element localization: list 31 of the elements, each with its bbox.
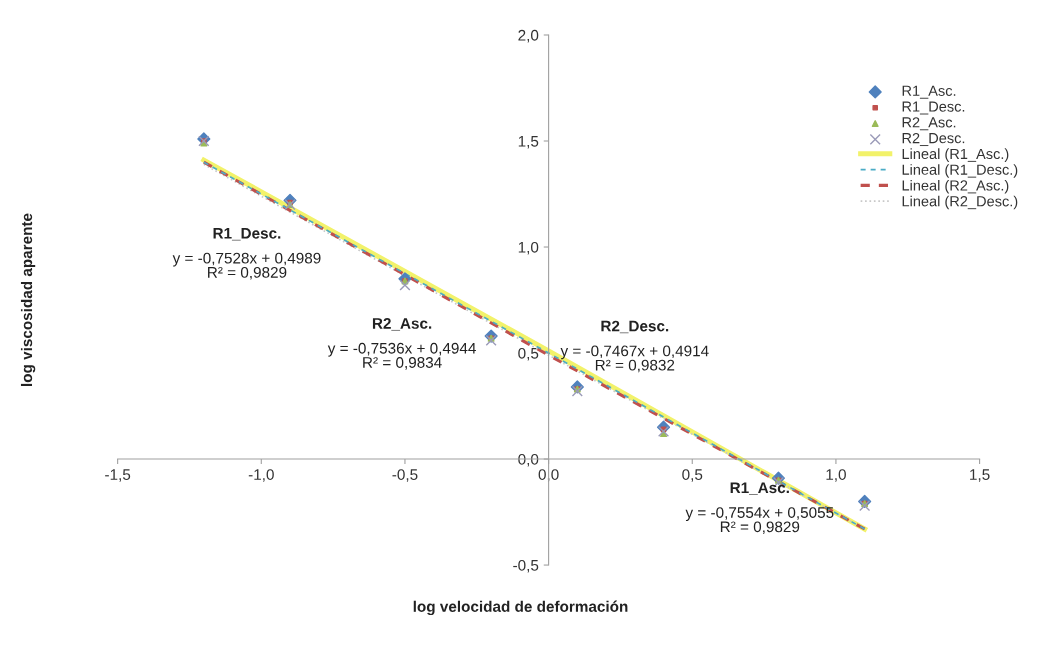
y-tick-label: 1,5 xyxy=(518,136,539,149)
x-axis-title: log velocidad de deformación xyxy=(413,600,628,616)
y-tick-label: 1,0 xyxy=(518,241,539,255)
annotation: y = -0,7467x + 0,4914 R² = 0,9832 xyxy=(560,345,709,373)
y-tick-label: 2,0 xyxy=(518,29,539,43)
legend-label: R1_Desc. xyxy=(902,101,965,115)
x-tick-label: 0,5 xyxy=(682,469,703,482)
legend-label: R2_Desc. xyxy=(902,132,965,147)
annotation: R2_Asc. xyxy=(372,317,432,331)
legend-label: Lineal (R2_Asc.) xyxy=(902,179,1009,194)
legend-label: Lineal (R2_Desc.) xyxy=(902,195,1018,210)
annotation: y = -0,7536x + 0,4944 R² = 0,9834 xyxy=(327,342,476,370)
x-tick-label: 0,0 xyxy=(538,469,559,482)
x-tick-label: -1,0 xyxy=(248,469,274,482)
annotation: R2_Desc. xyxy=(601,320,669,334)
annotation: y = -0,7554x + 0,5055 R² = 0,9829 xyxy=(685,507,834,535)
legend-label: R1_Asc. xyxy=(902,85,956,99)
annotation: R1_Asc. xyxy=(730,482,789,495)
x-tick-label: -1,5 xyxy=(105,469,131,482)
legend-label: R2_Asc. xyxy=(902,117,956,131)
x-tick-label: 1,5 xyxy=(970,469,990,482)
y-axis-title: log viscosidad aparente xyxy=(20,213,36,386)
y-tick-label: 0,5 xyxy=(518,347,539,361)
legend-label: Lineal (R1_Asc.) xyxy=(902,148,1009,162)
y-tick-label: 0,0 xyxy=(518,453,539,467)
annotation: y = -0,7528x + 0,4989 R² = 0,9829 xyxy=(172,252,321,280)
annotation: R1_Desc. xyxy=(213,228,281,241)
x-tick-label: 1,0 xyxy=(826,469,846,482)
legend-label: Lineal (R1_Desc.) xyxy=(902,164,1018,178)
x-tick-label: -0,5 xyxy=(392,469,418,482)
y-tick-label: -0,5 xyxy=(513,559,539,573)
